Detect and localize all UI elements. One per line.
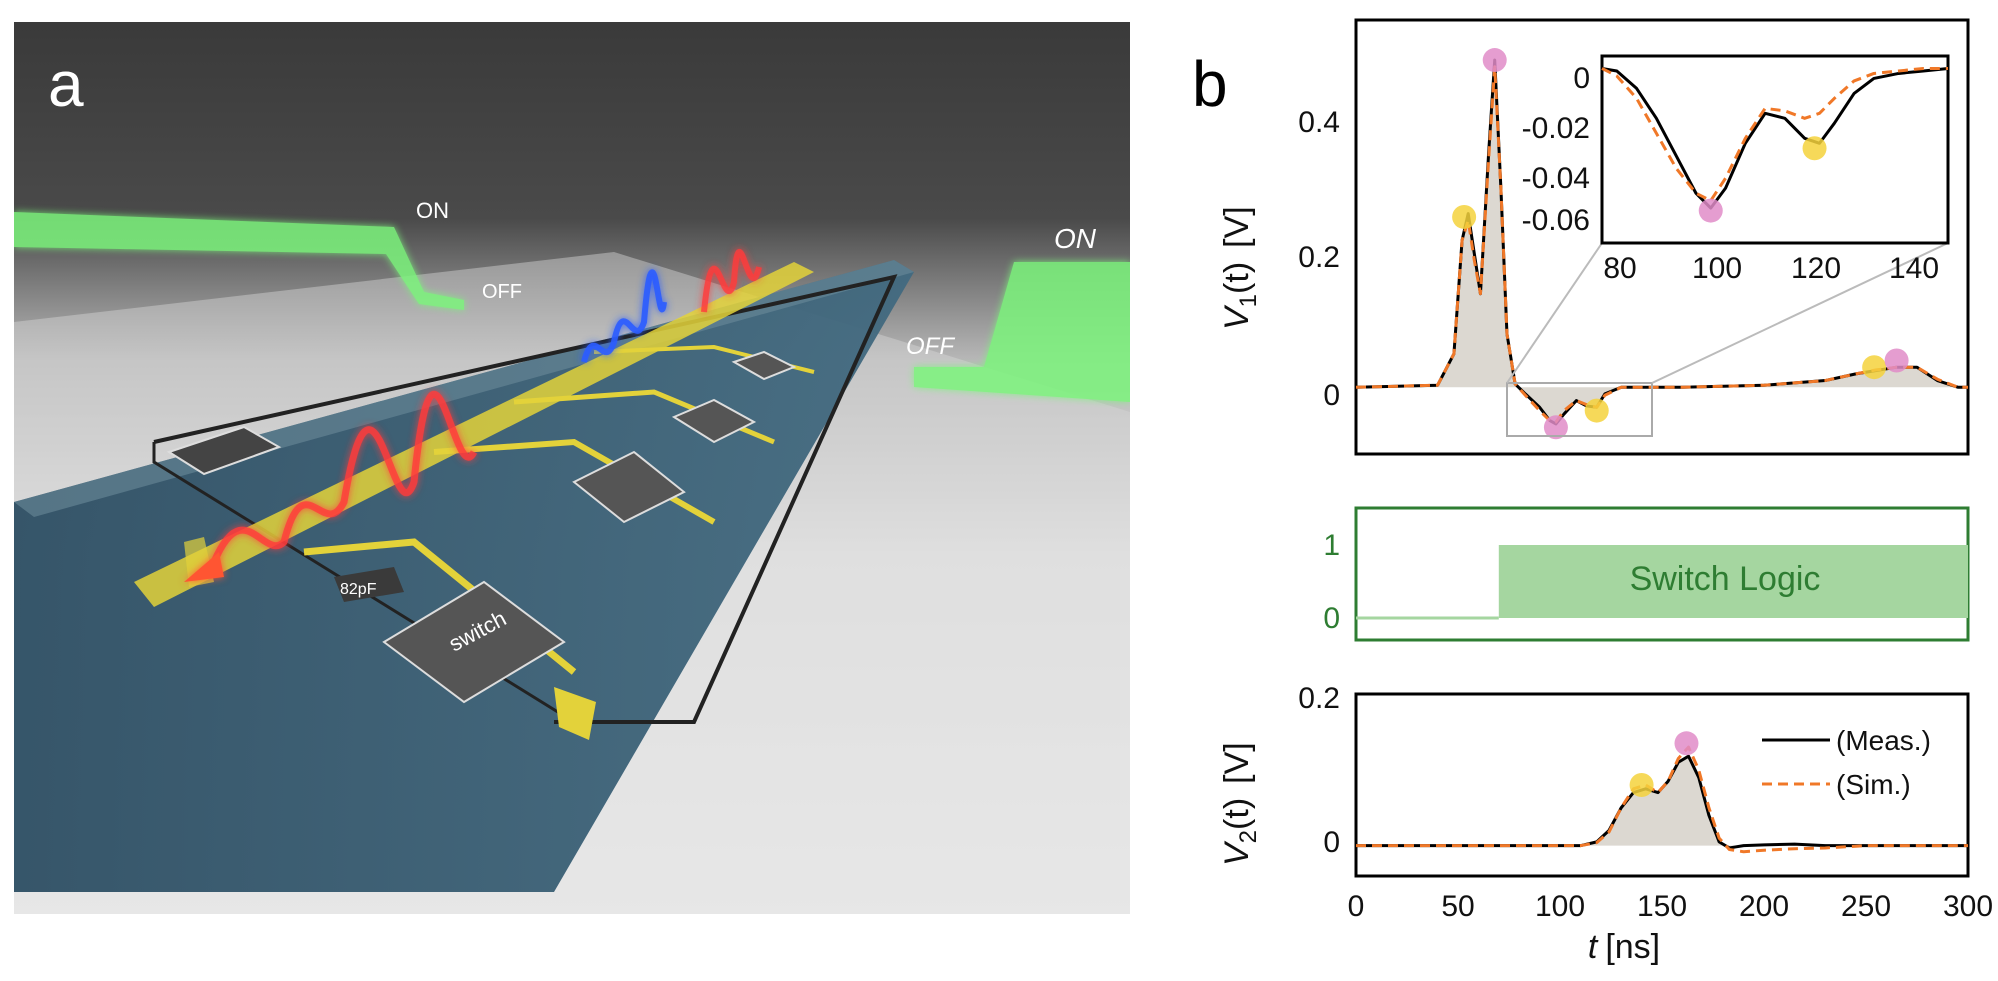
off-label-left: OFF	[482, 281, 522, 303]
bottom-area	[1356, 756, 1968, 848]
top-ytick-1: 0.2	[1298, 241, 1340, 274]
bottom-frame	[1354, 692, 1970, 878]
x-tick-label-3: 150	[1637, 890, 1687, 923]
arrow-head	[184, 552, 224, 582]
wire-frame	[153, 274, 898, 724]
x-tick-label-4: 200	[1739, 890, 1789, 923]
top-plot-frame	[1354, 18, 1970, 456]
top-marker-pink-5	[1884, 348, 1909, 373]
bottom-ytick-1: 0.2	[1298, 682, 1340, 715]
logic-ytick-0: 0	[1323, 602, 1340, 635]
legend: (Meas.) (Sim.)	[1762, 725, 1931, 800]
panel-b-label: b	[1192, 48, 1228, 120]
zoom-box	[1506, 382, 1653, 437]
capacitor	[334, 567, 404, 602]
inset-ytick-3: -0.06	[1522, 204, 1590, 237]
x-tick-label-6: 300	[1943, 890, 1993, 923]
x-tick-label-1: 50	[1441, 890, 1474, 923]
switch-chip-4	[731, 350, 797, 381]
bottom-marker-pink-1	[1674, 731, 1699, 756]
x-tick-label-5: 250	[1841, 890, 1891, 923]
inset-xtick-2: 120	[1791, 252, 1841, 285]
red-pulse-back	[701, 249, 762, 313]
logic-ribbon-left	[14, 212, 464, 310]
logic-label: Switch Logic	[1630, 560, 1821, 598]
chart-panel: b 0 0.2 0.4 V1(t)[V] 0 -0.02 -0.04 -0.06…	[1150, 0, 1998, 976]
inset-meas-line	[1601, 66, 1949, 210]
inset-xtick-1: 100	[1692, 252, 1742, 285]
off-label-right: OFF	[906, 333, 955, 360]
blue-pulse	[581, 269, 667, 363]
bottom-marker-yellow-0	[1629, 773, 1654, 797]
switch-chip-main: switch	[382, 580, 566, 704]
switch-chip-2	[572, 450, 686, 524]
inset-plot: 0 -0.02 -0.04 -0.06 80 100 120 140	[1522, 54, 1950, 285]
chart-svg: b 0 0.2 0.4 V1(t)[V] 0 -0.02 -0.04 -0.06…	[1192, 18, 1993, 966]
x-label: t [ns]	[1588, 928, 1660, 966]
logic-plot: Switch Logic 0 1	[1323, 506, 1970, 642]
inset-ytick-1: -0.02	[1522, 112, 1590, 145]
pulses	[184, 249, 762, 582]
logic-ribbon-right	[914, 262, 1130, 402]
inset-marker-pink-0	[1698, 198, 1723, 223]
panel-a-label: a	[48, 48, 84, 120]
legend-sim: (Sim.)	[1836, 769, 1911, 800]
top-ytick-2: 0.4	[1298, 106, 1340, 139]
inset-xtick-3: 140	[1889, 252, 1939, 285]
top-marker-pink-2	[1543, 415, 1568, 440]
switch-chip-3	[671, 398, 757, 444]
inset-marker-yellow-1	[1802, 136, 1827, 161]
x-tick-label-0: 0	[1348, 890, 1365, 923]
top-marker-yellow-3	[1584, 398, 1609, 423]
bottom-meas-line	[1356, 754, 1968, 850]
bottom-ytick-0: 0	[1323, 826, 1340, 859]
top-marker-pink-0	[1482, 48, 1507, 73]
switch-chip-5	[166, 425, 282, 476]
inset-frame	[1600, 54, 1950, 245]
illustration-panel: ON OFF ON OFF switch 82pF a	[14, 22, 1130, 914]
x-axis: 0 50 100 150 200 250 300	[1348, 890, 1993, 923]
cap-label: 82pF	[340, 581, 377, 598]
top-plot: 0 0.2 0.4 V1(t)[V]	[1218, 18, 1970, 456]
red-pulse-front	[210, 390, 478, 564]
inset-ytick-0: 0	[1573, 62, 1590, 95]
inset-sim-line	[1601, 66, 1948, 203]
legend-meas: (Meas.)	[1836, 725, 1931, 756]
bottom-plot: 0 0.2 V2(t)[V] (Meas.) (Sim.)	[1218, 682, 1970, 878]
logic-area	[1498, 545, 1968, 618]
inset-ytick-2: -0.04	[1522, 162, 1590, 195]
top-marker-yellow-1	[1452, 204, 1477, 229]
on-label-left: ON	[416, 198, 449, 223]
logic-ytick-1: 1	[1323, 529, 1340, 562]
bottom-ylabel: V2(t)[V]	[1218, 742, 1262, 866]
inset-xtick-0: 80	[1603, 252, 1636, 285]
circuit-illustration: ON OFF ON OFF switch 82pF a	[14, 22, 1130, 914]
top-marker-yellow-4	[1862, 355, 1887, 380]
on-label-right: ON	[1054, 223, 1097, 254]
top-ylabel: V1(t)[V]	[1218, 206, 1262, 330]
x-tick-label-2: 100	[1535, 890, 1585, 923]
top-ytick-0: 0	[1323, 379, 1340, 412]
